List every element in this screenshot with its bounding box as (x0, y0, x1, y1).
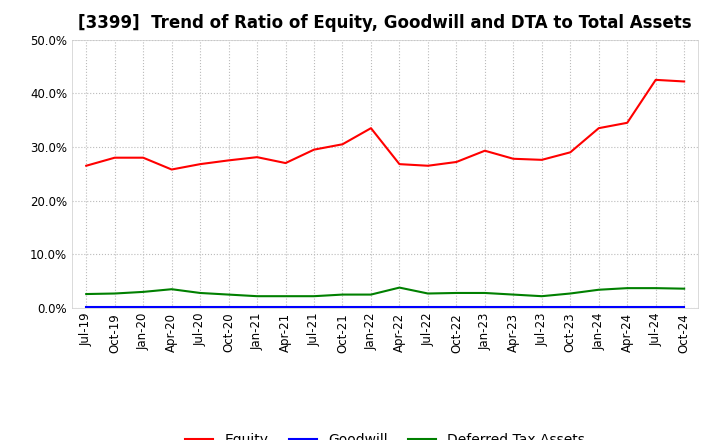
Deferred Tax Assets (110, 291, 119, 296)
Equity (167, 167, 176, 172)
Equity (652, 77, 660, 82)
Goodwill (139, 305, 148, 310)
Goodwill (652, 305, 660, 310)
Goodwill (196, 305, 204, 310)
Deferred Tax Assets (196, 290, 204, 296)
Equity (338, 142, 347, 147)
Deferred Tax Assets (253, 293, 261, 299)
Goodwill (82, 305, 91, 310)
Deferred Tax Assets (395, 285, 404, 290)
Deferred Tax Assets (82, 291, 91, 297)
Equity (395, 161, 404, 167)
Equity (595, 125, 603, 131)
Goodwill (282, 305, 290, 310)
Equity (196, 161, 204, 167)
Goodwill (366, 305, 375, 310)
Equity (509, 156, 518, 161)
Deferred Tax Assets (509, 292, 518, 297)
Goodwill (167, 305, 176, 310)
Goodwill (310, 305, 318, 310)
Legend: Equity, Goodwill, Deferred Tax Assets: Equity, Goodwill, Deferred Tax Assets (180, 428, 590, 440)
Deferred Tax Assets (480, 290, 489, 296)
Goodwill (395, 305, 404, 310)
Deferred Tax Assets (537, 293, 546, 299)
Goodwill (680, 305, 688, 310)
Equity (310, 147, 318, 152)
Deferred Tax Assets (680, 286, 688, 291)
Deferred Tax Assets (310, 293, 318, 299)
Equity (282, 161, 290, 166)
Equity (480, 148, 489, 154)
Deferred Tax Assets (282, 293, 290, 299)
Equity (82, 163, 91, 169)
Goodwill (595, 305, 603, 310)
Equity (366, 125, 375, 131)
Goodwill (110, 305, 119, 310)
Deferred Tax Assets (595, 287, 603, 293)
Goodwill (423, 305, 432, 310)
Equity (139, 155, 148, 160)
Goodwill (623, 305, 631, 310)
Goodwill (509, 305, 518, 310)
Deferred Tax Assets (167, 286, 176, 292)
Equity (253, 154, 261, 160)
Deferred Tax Assets (225, 292, 233, 297)
Deferred Tax Assets (652, 286, 660, 291)
Deferred Tax Assets (452, 290, 461, 296)
Equity (110, 155, 119, 160)
Goodwill (452, 305, 461, 310)
Equity (225, 158, 233, 163)
Line: Deferred Tax Assets: Deferred Tax Assets (86, 288, 684, 296)
Equity (623, 120, 631, 125)
Goodwill (338, 305, 347, 310)
Deferred Tax Assets (366, 292, 375, 297)
Equity (452, 159, 461, 165)
Goodwill (480, 305, 489, 310)
Deferred Tax Assets (623, 286, 631, 291)
Line: Equity: Equity (86, 80, 684, 169)
Goodwill (566, 305, 575, 310)
Title: [3399]  Trend of Ratio of Equity, Goodwill and DTA to Total Assets: [3399] Trend of Ratio of Equity, Goodwil… (78, 15, 692, 33)
Equity (680, 79, 688, 84)
Deferred Tax Assets (139, 289, 148, 294)
Goodwill (537, 305, 546, 310)
Equity (537, 157, 546, 162)
Equity (566, 150, 575, 155)
Deferred Tax Assets (566, 291, 575, 296)
Equity (423, 163, 432, 169)
Goodwill (225, 305, 233, 310)
Deferred Tax Assets (338, 292, 347, 297)
Goodwill (253, 305, 261, 310)
Deferred Tax Assets (423, 291, 432, 296)
